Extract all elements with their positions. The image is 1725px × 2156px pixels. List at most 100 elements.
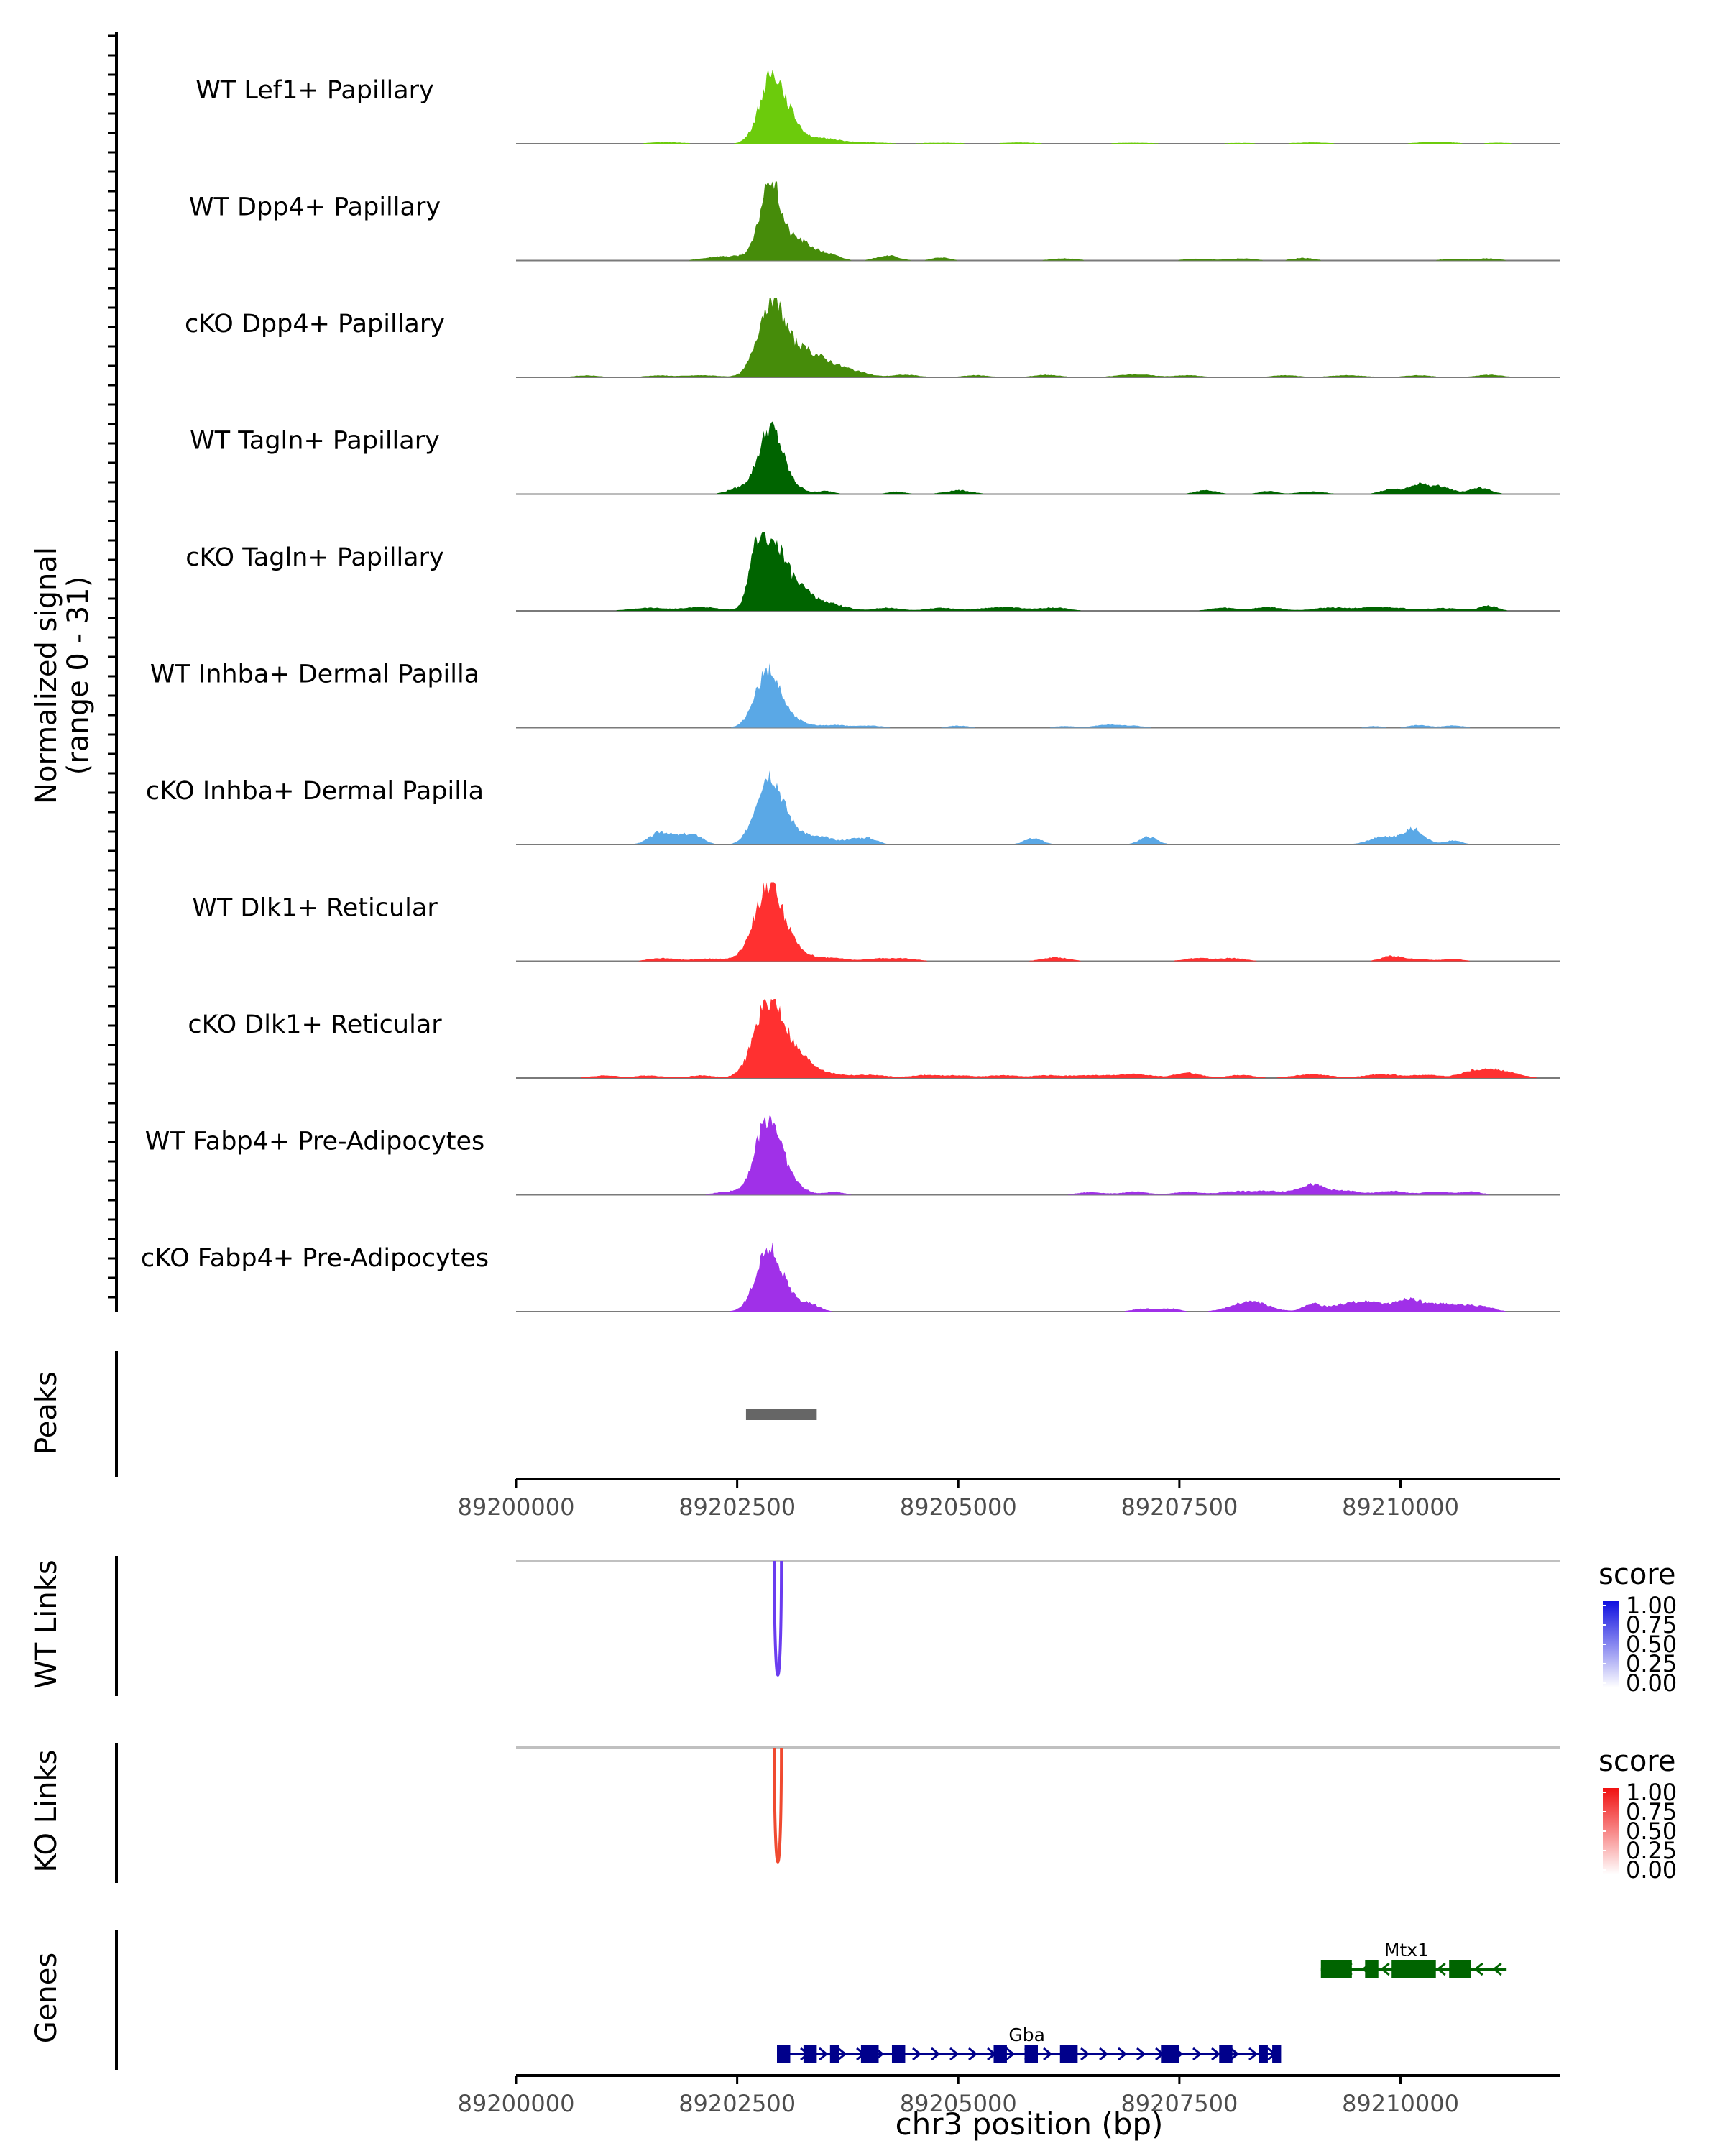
coverage-area	[516, 663, 1560, 728]
gene-exon	[1024, 2045, 1038, 2063]
plot-layer: WT Lef1+ Papillary WT Dpp4+ Papillary cKO …	[108, 32, 1677, 2117]
gene-strand-arrow	[1099, 2047, 1109, 2061]
gene-strand-arrow	[1006, 2047, 1016, 2061]
coverage-track: WT Fabp4+ Pre-Adipocytes	[145, 1115, 1560, 1196]
coverage-track-label: cKO Inhba+ Dermal Papilla	[146, 777, 484, 806]
gene-strand-arrow	[912, 2047, 922, 2061]
link-arc	[773, 1560, 783, 1677]
score-legend-label: 1.00	[1626, 1592, 1677, 1619]
coverage-area	[516, 532, 1560, 611]
coverage-area	[516, 298, 1560, 377]
x-axis-upper-tick-label: 89202500	[678, 1493, 796, 1521]
gene-strand-arrow	[1043, 2047, 1053, 2061]
gene-strand-arrow	[837, 2047, 847, 2061]
gene-name-label: Gba	[1008, 2024, 1045, 2045]
x-axis-lower-tick-label: 89202500	[678, 2090, 796, 2117]
coverage-track-label: cKO Tagln+ Papillary	[185, 543, 444, 572]
coverage-track: cKO Dpp4+ Papillary	[185, 298, 1560, 378]
coverage-track: WT Lef1+ Papillary	[196, 69, 1560, 144]
coverage-track-label: cKO Fabp4+ Pre-Adipocytes	[141, 1244, 489, 1273]
links-track: 1.000.750.500.250.00	[115, 1743, 1677, 1884]
gene-strand-arrow	[1436, 1962, 1446, 1976]
gene-strand-arrow	[819, 2047, 829, 2061]
gene-exon	[993, 2045, 1007, 2063]
coverage-track: WT Inhba+ Dermal Papilla	[150, 660, 1560, 729]
coverage-track-label: WT Lef1+ Papillary	[196, 76, 434, 105]
gene-exon	[1392, 1960, 1436, 1978]
score-legend-colorbar	[1603, 1788, 1619, 1874]
gene-strand-arrow	[1118, 2047, 1128, 2061]
gene-strand-arrow	[1492, 1962, 1502, 1976]
coverage-track-label: WT Tagln+ Papillary	[190, 427, 440, 456]
coverage-area	[516, 421, 1560, 494]
peak-region	[745, 1409, 817, 1420]
gene-exon	[803, 2045, 817, 2063]
gene-exon	[1162, 2045, 1179, 2063]
y-axis-title-line1: Normalized signal	[30, 547, 63, 804]
gene-exon	[860, 2045, 879, 2063]
score-legend-label: 0.50	[1626, 1818, 1677, 1845]
gene-strand-arrow	[1473, 1962, 1484, 1976]
gene-exon	[1272, 2045, 1282, 2063]
links-track: 1.000.750.500.250.00	[115, 1556, 1677, 1697]
x-axis-title: chr3 position (bp)	[896, 2106, 1164, 2142]
coverage-track-label: cKO Dpp4+ Papillary	[185, 310, 445, 338]
coverage-track-label: cKO Dlk1+ Reticular	[188, 1010, 442, 1039]
coverage-area	[516, 69, 1560, 144]
score-legend-label: 0.00	[1626, 1856, 1677, 1884]
gene-exon	[1059, 2045, 1078, 2063]
gene-strand-arrow	[931, 2047, 941, 2061]
coverage-area	[516, 770, 1560, 844]
gene-strand-arrow	[1080, 2047, 1090, 2061]
gene-model: Mtx1	[1320, 1940, 1507, 1978]
coverage-track-label: WT Dpp4+ Papillary	[189, 193, 441, 222]
coverage-area	[516, 882, 1560, 962]
gene-exon	[1259, 2045, 1268, 2063]
score-legend-label: 0.00	[1626, 1669, 1677, 1697]
coverage-track-label: WT Dlk1+ Reticular	[192, 894, 438, 923]
x-axis-upper-tick-label: 89210000	[1342, 1493, 1459, 1521]
wt-links-track-label: WT Links	[30, 1560, 63, 1688]
x-axis-lower-tick-label: 89210000	[1342, 2090, 1459, 2117]
coverage-track: WT Dlk1+ Reticular	[192, 882, 1560, 962]
ko-links-legend-title: score	[1598, 1745, 1675, 1778]
coverage-area	[516, 1242, 1560, 1312]
gene-strand-arrow	[1380, 1962, 1390, 1976]
score-legend-label: 0.25	[1626, 1650, 1677, 1677]
gene-model: Gba	[777, 2024, 1282, 2063]
gene-exon	[1449, 1960, 1471, 1978]
gene-strand-arrow	[1211, 2047, 1221, 2061]
score-legend-colorbar	[1603, 1601, 1619, 1687]
coverage-track-label: WT Fabp4+ Pre-Adipocytes	[145, 1128, 484, 1156]
score-legend-label: 0.75	[1626, 1611, 1677, 1639]
coverage-area	[516, 1115, 1560, 1195]
gene-exon	[1365, 1960, 1379, 1978]
gene-exon	[1320, 1960, 1352, 1978]
peaks-track-label: Peaks	[30, 1371, 63, 1455]
coverage-track: cKO Fabp4+ Pre-Adipocytes	[141, 1242, 1560, 1312]
gene-exon	[829, 2045, 840, 2063]
ko-links-track-label: KO Links	[30, 1750, 63, 1873]
score-legend-label: 0.50	[1626, 1631, 1677, 1658]
gene-strand-arrow	[1136, 2047, 1146, 2061]
x-axis-upper-tick-label: 89200000	[458, 1493, 575, 1521]
gene-strand-arrow	[968, 2047, 978, 2061]
coverage-track: cKO Dlk1+ Reticular	[188, 999, 1560, 1079]
gene-name-label: Mtx1	[1384, 1940, 1429, 1961]
coverage-area	[516, 999, 1560, 1078]
gene-exon	[1219, 2045, 1233, 2063]
score-legend-label: 1.00	[1626, 1779, 1677, 1806]
score-legend-label: 0.75	[1626, 1798, 1677, 1825]
x-axis-lower-tick-label: 89207500	[1121, 2090, 1238, 2117]
x-axis-upper-tick-label: 89207500	[1121, 1493, 1238, 1521]
coverage-track: cKO Inhba+ Dermal Papilla	[146, 770, 1560, 845]
wt-links-legend-title: score	[1598, 1558, 1675, 1591]
gene-strand-arrow	[1192, 2047, 1202, 2061]
coverage-track-label: WT Inhba+ Dermal Papilla	[150, 660, 479, 689]
y-axis-title-line2: (range 0 - 31)	[62, 576, 95, 775]
gene-exon	[891, 2045, 906, 2063]
gene-strand-arrow	[1230, 2047, 1240, 2061]
score-legend-label: 0.25	[1626, 1837, 1677, 1864]
coverage-track: WT Tagln+ Papillary	[190, 421, 1560, 495]
